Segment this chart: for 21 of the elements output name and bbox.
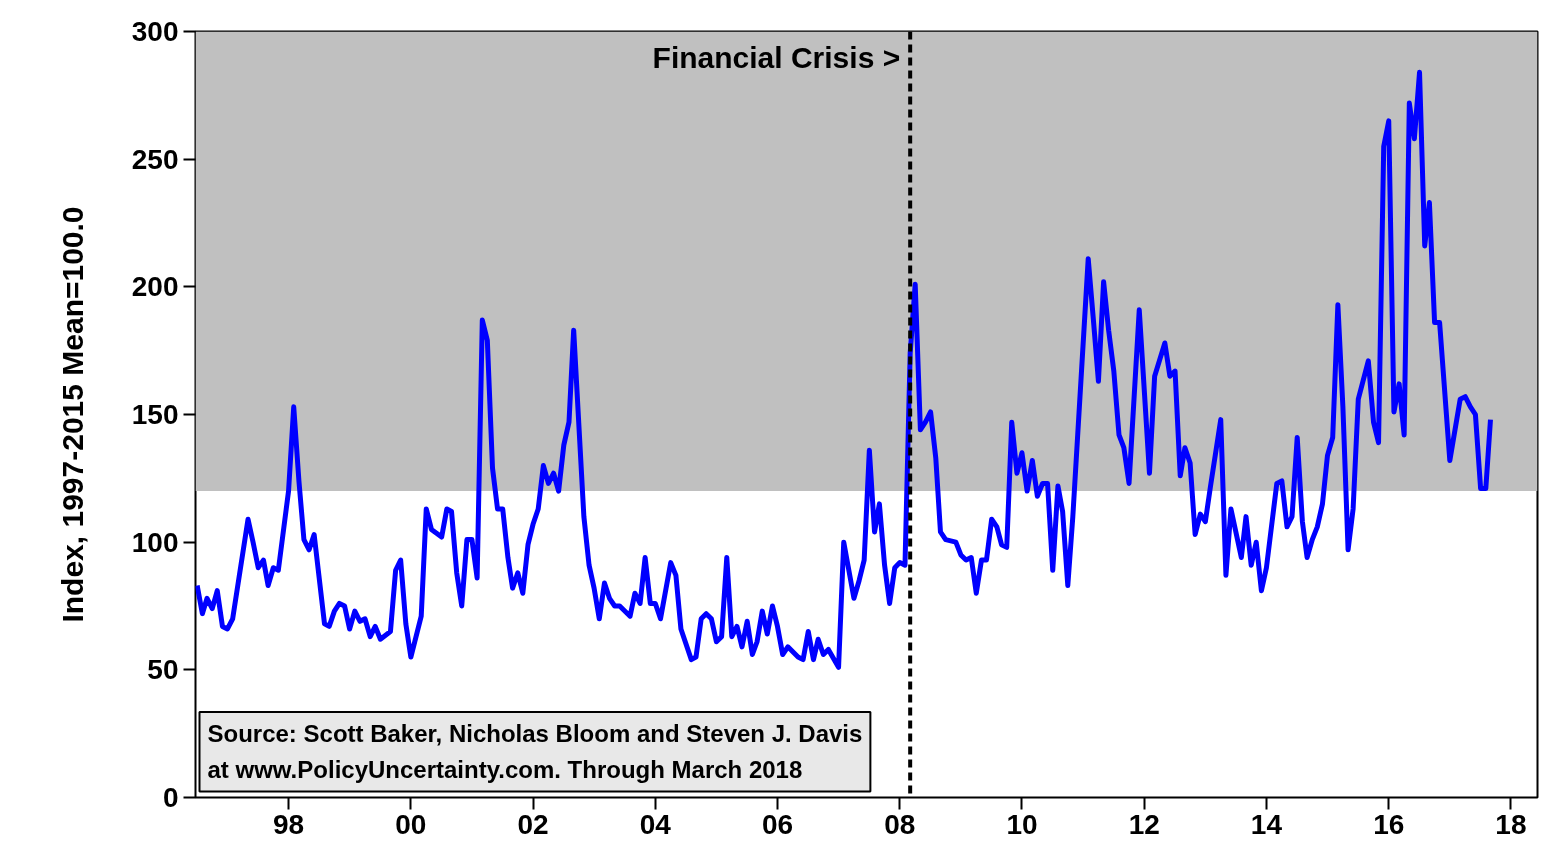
y-tick-label: 200 [131, 271, 179, 303]
x-tick-label: 06 [761, 808, 794, 840]
x-tick-label: 02 [517, 808, 549, 840]
x-tick-label: 16 [1373, 808, 1405, 840]
x-tick-label: 14 [1250, 808, 1283, 840]
x-tick-label: 10 [1006, 808, 1038, 840]
x-tick-label: 00 [395, 808, 427, 840]
annotation: Source: Scott Baker, Nicholas Bloom and Steven J. Davis at www.PolicyUncertainty.com. Through March 2018 [207, 720, 863, 784]
x-tick-label: 18 [1495, 808, 1527, 840]
y-tick-label: 250 [131, 143, 179, 175]
y-tick-label: 150 [131, 399, 179, 430]
y-axis-title: Index, 1997-2015 Mean=100.0 [55, 206, 89, 623]
y-tick-label: 100 [131, 526, 179, 558]
x-tick-label: 12 [1128, 808, 1160, 840]
y-tick-label: 300 [131, 16, 179, 47]
y-tick-label: 50 [147, 654, 179, 686]
x-tick-label: 98 [272, 808, 305, 840]
ref-line-label: Financial Crisis > [652, 41, 901, 74]
x-tick-label: 08 [884, 808, 916, 840]
y-tick-label: 0 [162, 782, 179, 813]
x-tick-label: 04 [639, 808, 672, 840]
